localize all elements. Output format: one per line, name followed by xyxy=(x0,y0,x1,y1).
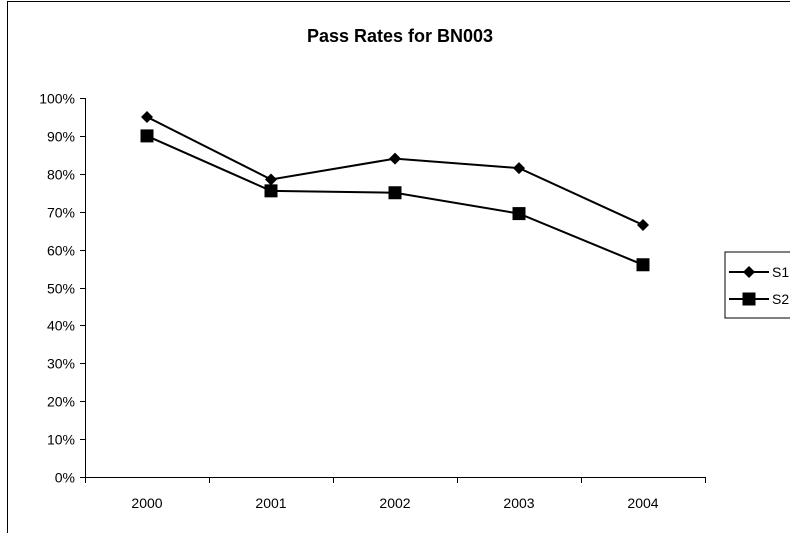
y-tick-label: 100% xyxy=(39,91,75,107)
data-point xyxy=(264,184,278,198)
series-layer xyxy=(140,110,650,272)
y-tick-label: 70% xyxy=(47,205,75,221)
data-point xyxy=(513,162,525,175)
y-tick-label: 10% xyxy=(47,432,75,448)
y-tick-label: 50% xyxy=(47,281,75,297)
legend: S1 S2 xyxy=(724,251,790,319)
data-point xyxy=(141,110,153,123)
y-tick-label: 20% xyxy=(47,394,75,410)
y-tick-label: 40% xyxy=(47,318,75,334)
data-point xyxy=(388,186,402,200)
x-tick-label: 2003 xyxy=(503,495,534,511)
legend-marker xyxy=(743,266,755,278)
y-tick-label: 0% xyxy=(55,470,75,486)
legend-box xyxy=(724,251,790,319)
series-s2 xyxy=(140,129,650,272)
data-point xyxy=(636,258,650,272)
legend-label: S1 xyxy=(772,264,789,280)
y-tick-label: 60% xyxy=(47,243,75,259)
y-tick-label: 80% xyxy=(47,167,75,183)
chart-title: Pass Rates for BN003 xyxy=(307,26,493,46)
series-line xyxy=(146,116,644,226)
series-s1 xyxy=(141,110,649,231)
y-tick-label: 30% xyxy=(47,356,75,372)
data-point xyxy=(265,173,277,186)
data-point xyxy=(512,207,526,221)
axes: 0% 10% 20% 30% 40% 50% 60% 70% 80% 90% 100% 2000 200… xyxy=(39,91,706,511)
x-tick-label: 2002 xyxy=(379,495,410,511)
y-tick-label: 90% xyxy=(47,129,75,145)
data-point xyxy=(140,129,154,143)
legend-label: S2 xyxy=(772,291,789,307)
legend-marker xyxy=(742,292,756,306)
data-point xyxy=(389,152,401,165)
data-point xyxy=(637,218,649,231)
x-tick-label: 2000 xyxy=(131,495,162,511)
x-tick-label: 2001 xyxy=(255,495,286,511)
x-tick-label: 2004 xyxy=(627,495,658,511)
